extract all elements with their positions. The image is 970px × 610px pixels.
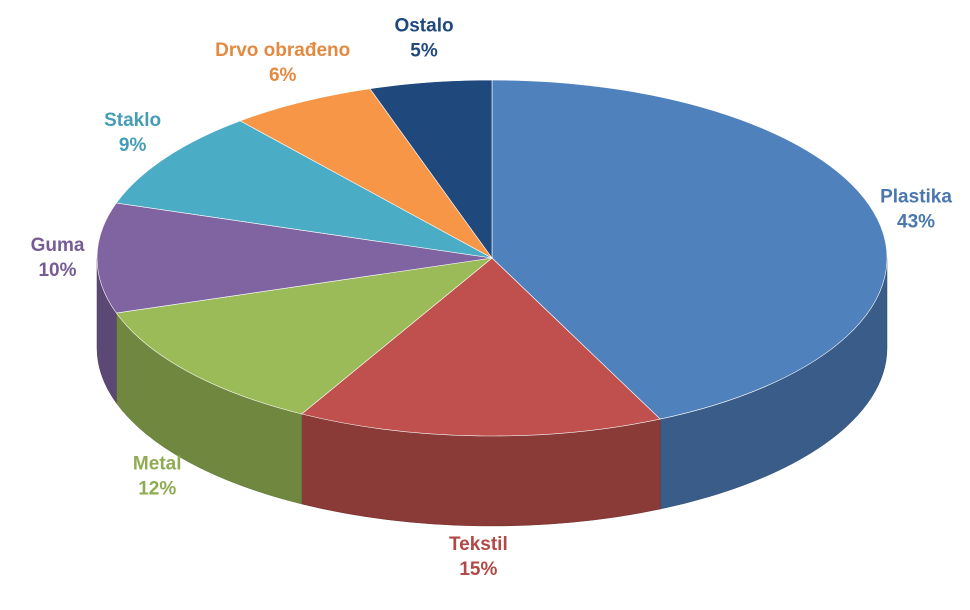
slice-label: Metal (133, 453, 182, 474)
pie-slice (115, 120, 493, 259)
pie-slice (369, 79, 493, 259)
slice-value: 6% (269, 65, 297, 86)
slice-value: 10% (38, 260, 76, 281)
slice-label: Guma (31, 235, 85, 256)
slice-value: 15% (459, 559, 497, 580)
slice-value: 9% (119, 135, 147, 156)
slice-value: 12% (138, 478, 176, 499)
slice-label: Staklo (104, 110, 161, 131)
slice-label: Drvo obrađeno (215, 40, 350, 61)
slice-label: Plastika (880, 186, 952, 207)
pie-slice (239, 88, 493, 259)
pie-slice (301, 257, 661, 437)
slice-label: Tekstil (449, 534, 508, 555)
slice-value: 43% (897, 211, 935, 232)
pie-slice (491, 79, 888, 420)
slice-label: Ostalo (394, 15, 453, 36)
pie-slice (115, 257, 494, 415)
slice-value: 5% (410, 40, 438, 61)
pie-slice (96, 202, 493, 314)
